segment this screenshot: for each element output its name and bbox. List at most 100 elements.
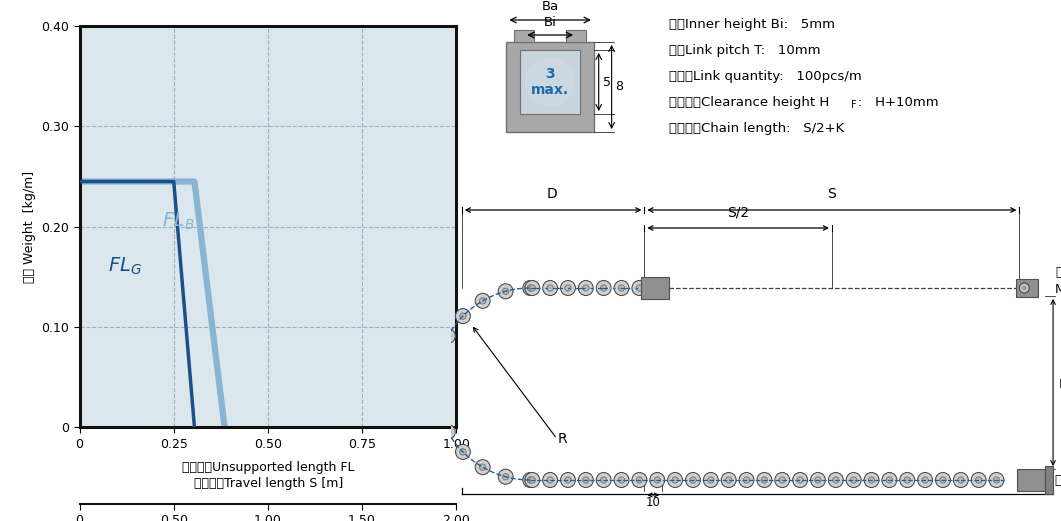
Text: S/2: S/2 [727, 206, 749, 220]
Circle shape [445, 429, 451, 435]
Bar [1017, 469, 1045, 491]
Circle shape [525, 473, 540, 488]
Circle shape [582, 477, 589, 483]
Text: 节距Link pitch T:   10mm: 节距Link pitch T: 10mm [669, 44, 820, 57]
Bar [520, 50, 580, 114]
Circle shape [904, 477, 910, 483]
Text: 行程长度Travel length S [m]: 行程长度Travel length S [m] [194, 477, 343, 490]
Circle shape [797, 477, 803, 483]
Circle shape [547, 285, 553, 291]
Circle shape [775, 473, 789, 488]
Circle shape [815, 477, 821, 483]
Circle shape [503, 288, 509, 294]
Circle shape [564, 285, 571, 291]
Circle shape [940, 477, 946, 483]
Text: 架空长度Unsupported length FL: 架空长度Unsupported length FL [182, 461, 354, 474]
Circle shape [578, 280, 593, 295]
Circle shape [432, 381, 438, 387]
Circle shape [578, 473, 593, 488]
Circle shape [954, 473, 969, 488]
Circle shape [542, 473, 558, 488]
Circle shape [527, 285, 534, 291]
Bar [515, 30, 535, 42]
Circle shape [560, 473, 575, 488]
Circle shape [690, 477, 696, 483]
Circle shape [596, 473, 611, 488]
Circle shape [632, 280, 647, 295]
Circle shape [756, 473, 771, 488]
Circle shape [455, 444, 470, 460]
Circle shape [811, 473, 825, 488]
Circle shape [632, 473, 647, 488]
Circle shape [523, 473, 538, 488]
Text: Bi: Bi [543, 16, 557, 29]
Circle shape [475, 460, 490, 475]
Circle shape [726, 477, 732, 483]
Text: 安装高度Clearance height H: 安装高度Clearance height H [669, 96, 830, 109]
Text: :   H+10mm: : H+10mm [857, 96, 938, 109]
Circle shape [637, 285, 643, 291]
Circle shape [614, 280, 629, 295]
Circle shape [833, 477, 839, 483]
Circle shape [601, 285, 607, 291]
Circle shape [459, 313, 466, 319]
Bar [642, 277, 669, 299]
Circle shape [582, 285, 589, 291]
Circle shape [601, 477, 607, 483]
Circle shape [672, 477, 678, 483]
Circle shape [793, 473, 807, 488]
Circle shape [721, 473, 736, 488]
Y-axis label: 负载 Weight  [kg/m]: 负载 Weight [kg/m] [22, 170, 36, 283]
Circle shape [542, 280, 558, 295]
Circle shape [564, 477, 571, 483]
Bar [1045, 466, 1054, 494]
Text: 链节数Link quantity:   100pcs/m: 链节数Link quantity: 100pcs/m [669, 70, 862, 83]
Text: R: R [558, 432, 568, 446]
Bar [566, 30, 586, 42]
Circle shape [829, 473, 843, 488]
Circle shape [440, 425, 455, 440]
Text: D: D [546, 187, 557, 201]
Bar [506, 42, 594, 132]
Text: 固定端 Fixed end: 固定端 Fixed end [1055, 475, 1061, 488]
Text: H: H [1059, 378, 1061, 391]
Circle shape [900, 473, 915, 488]
Circle shape [989, 473, 1004, 488]
Circle shape [529, 285, 536, 291]
Circle shape [886, 477, 892, 483]
Circle shape [637, 477, 643, 483]
Circle shape [527, 477, 534, 483]
Text: 内高Inner height Bi:   5mm: 内高Inner height Bi: 5mm [669, 18, 835, 31]
Text: S: S [828, 187, 836, 201]
Circle shape [614, 473, 629, 488]
Circle shape [667, 473, 682, 488]
Circle shape [703, 473, 718, 488]
Text: 3
max.: 3 max. [532, 67, 569, 97]
Circle shape [445, 333, 451, 339]
Circle shape [740, 473, 754, 488]
Circle shape [654, 477, 660, 483]
Circle shape [428, 377, 442, 391]
Circle shape [1020, 283, 1029, 293]
Circle shape [922, 477, 928, 483]
Circle shape [499, 469, 514, 484]
Circle shape [440, 329, 455, 343]
Circle shape [847, 473, 862, 488]
Circle shape [431, 352, 446, 367]
Circle shape [475, 293, 490, 308]
Circle shape [480, 464, 486, 470]
Circle shape [459, 449, 466, 455]
Text: F: F [851, 100, 856, 110]
Circle shape [868, 477, 874, 483]
Circle shape [971, 473, 986, 488]
Circle shape [431, 401, 446, 416]
Circle shape [864, 473, 879, 488]
Circle shape [779, 477, 785, 483]
Text: $\mathit{FL_B}$: $\mathit{FL_B}$ [162, 210, 195, 232]
Text: 拖链长度Chain length:   S/2+K: 拖链长度Chain length: S/2+K [669, 122, 845, 135]
Circle shape [918, 473, 933, 488]
Circle shape [619, 477, 625, 483]
Circle shape [649, 473, 664, 488]
Circle shape [975, 477, 981, 483]
Circle shape [529, 477, 536, 483]
